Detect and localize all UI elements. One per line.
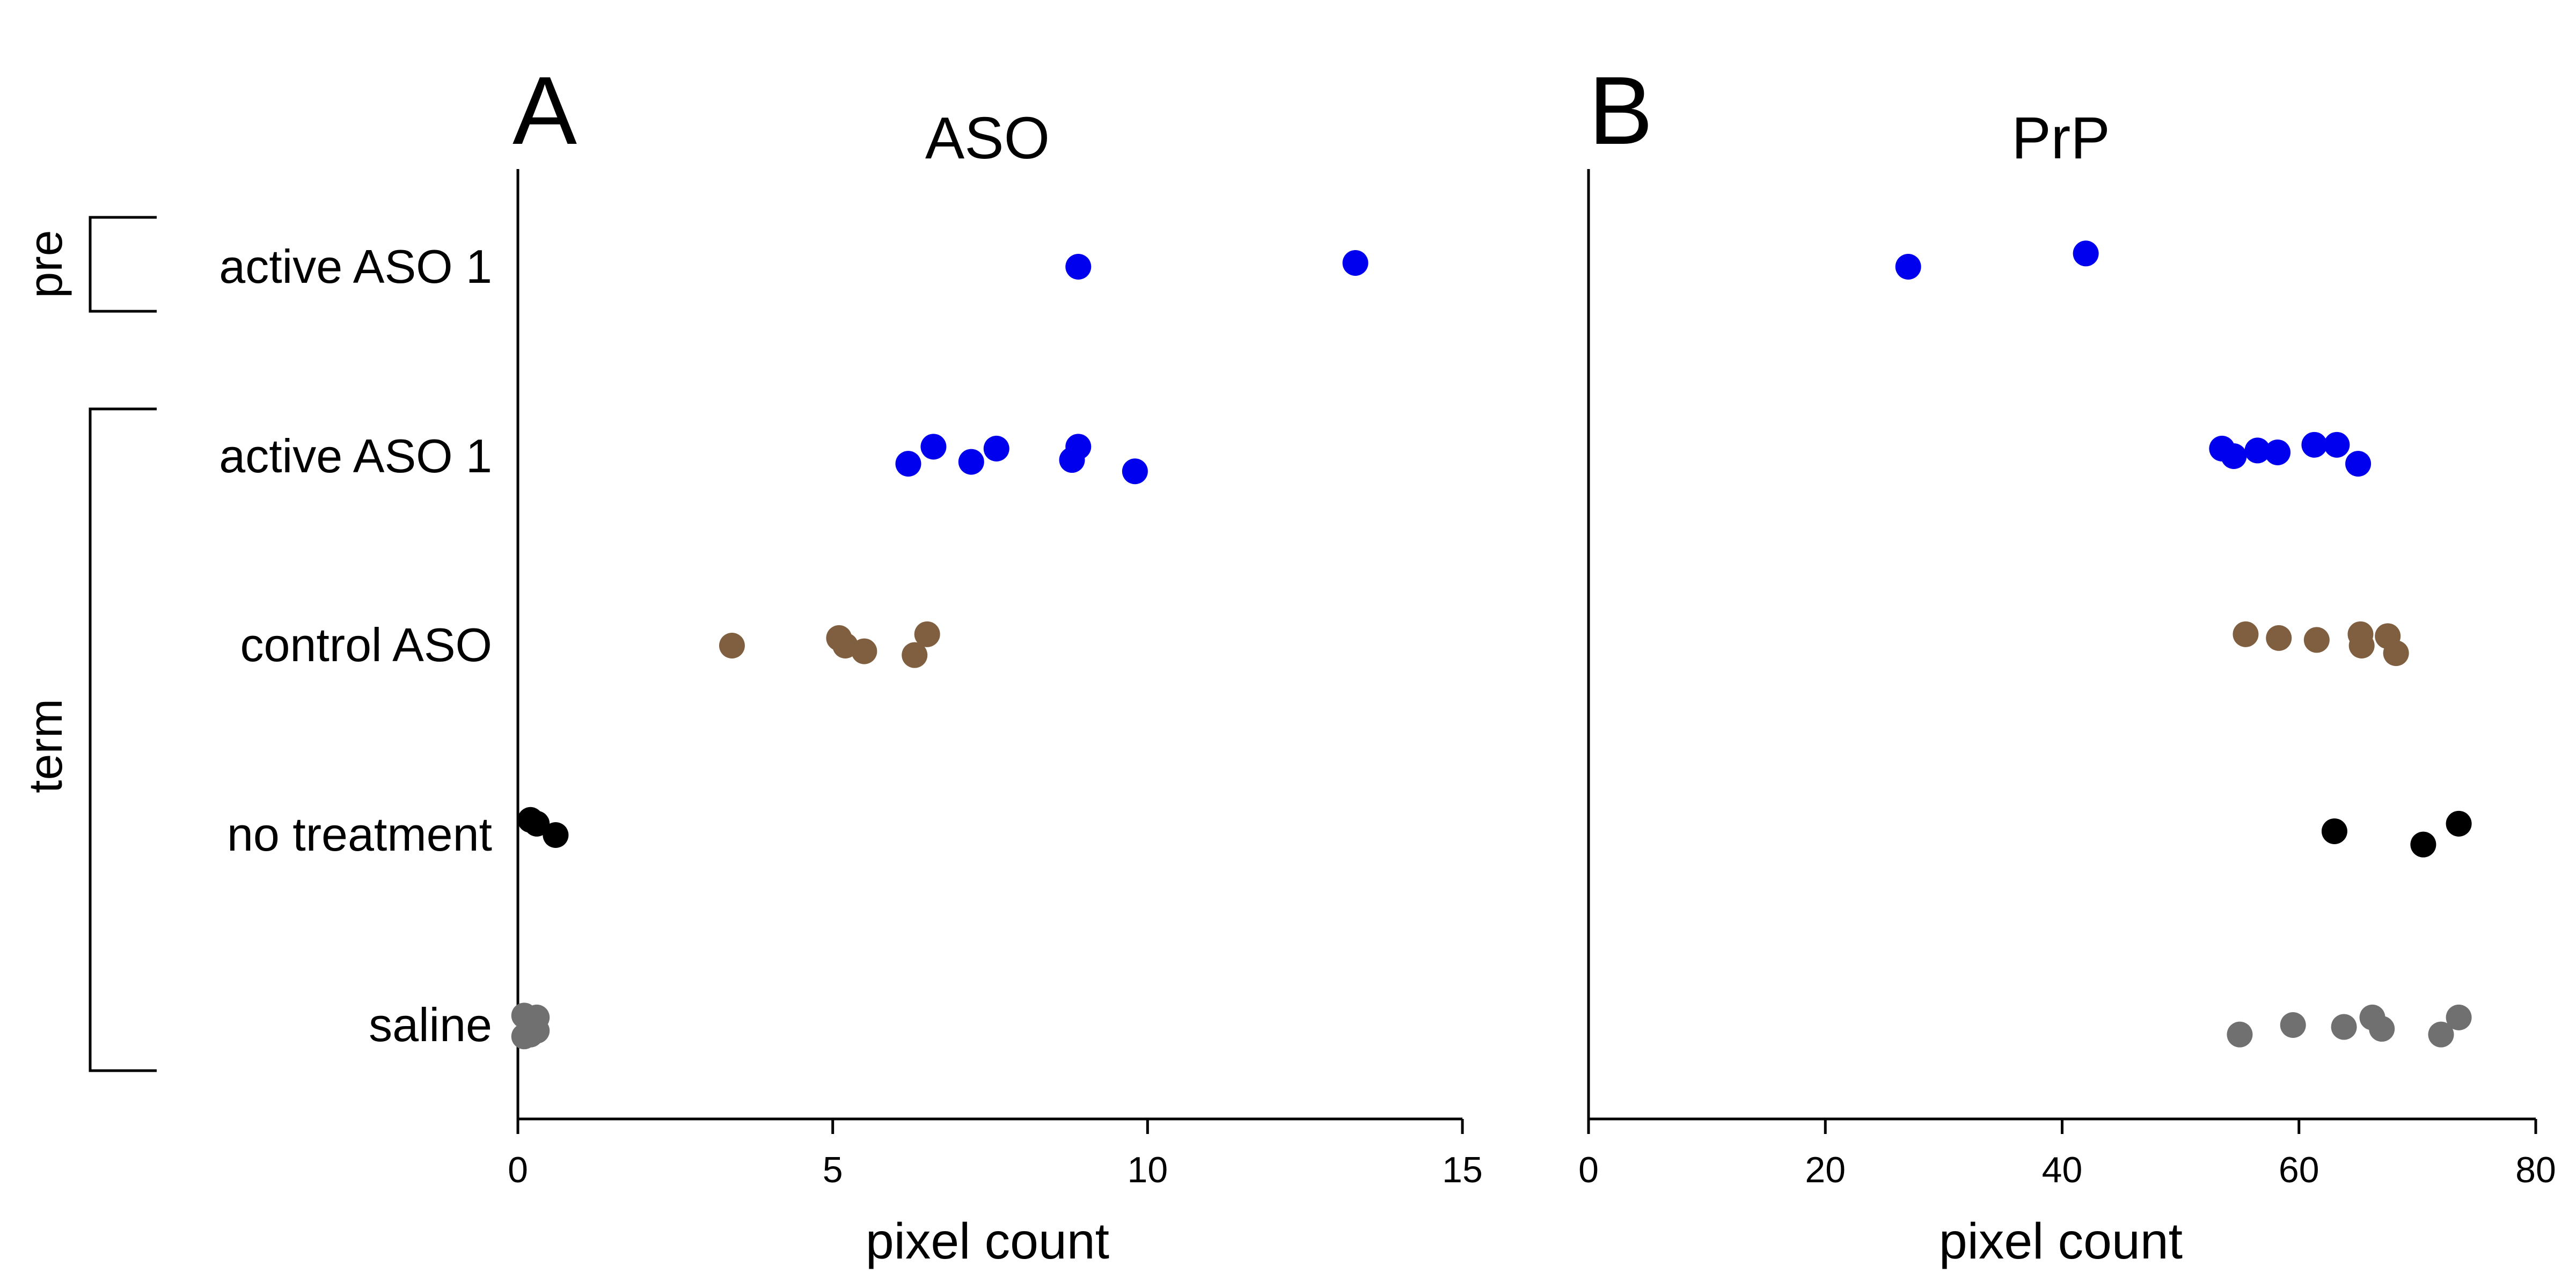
panel-b-point-row2-6 xyxy=(2383,640,2409,667)
group-bracket-term xyxy=(89,407,157,1072)
category-label-term-active-aso-1: active ASO 1 xyxy=(219,429,492,482)
panel-a-ticks: 0 5 10 15 xyxy=(508,1119,1483,1190)
panel-b-point-row4-1 xyxy=(2280,1012,2306,1038)
panel-a-point-row3-2 xyxy=(543,822,569,848)
panel-b-point-row4-4 xyxy=(2369,1016,2395,1042)
panel-b-point-row3-2 xyxy=(2446,810,2472,837)
panel-a-x-tick-label-1: 5 xyxy=(823,1150,843,1190)
category-label-saline: saline xyxy=(369,998,492,1051)
panel-a-x-tick-label-0: 0 xyxy=(508,1150,528,1190)
panel-b-point-row3-1 xyxy=(2410,831,2436,858)
panel-b-point-row4-5 xyxy=(2428,1021,2454,1048)
group-label-pre: pre xyxy=(19,230,72,298)
panel-b-ticks: 0 20 40 60 80 xyxy=(1578,1119,2556,1190)
panel-b-point-row2-2 xyxy=(2303,627,2330,653)
panel-b-x-tick-label-2: 40 xyxy=(2042,1150,2083,1190)
panel-a-point-row2-3 xyxy=(851,638,877,664)
panel-a-point-row0-0 xyxy=(1065,254,1092,280)
panel-a-letter: A xyxy=(513,57,577,165)
panel-a-x-axis-label: pixel count xyxy=(866,1213,1109,1270)
panel-b-points xyxy=(1895,240,2472,1048)
panel-a-point-row1-3 xyxy=(983,435,1009,462)
panel-b-point-row4-2 xyxy=(2331,1014,2357,1040)
panel-b-point-row2-0 xyxy=(2233,621,2259,647)
panel-a-points xyxy=(511,250,1368,1050)
panel-a: A ASO 0 5 10 15 pixel count xyxy=(508,57,1483,1270)
panel-b-point-row1-4 xyxy=(2301,431,2328,458)
panel-b-title: PrP xyxy=(2011,105,2110,171)
panel-a-x-tick-label-2: 10 xyxy=(1128,1150,1168,1190)
panel-b-x-tick-label-1: 20 xyxy=(1805,1150,1846,1190)
panel-a-point-row2-5 xyxy=(914,621,940,647)
panel-b-x-axis-label: pixel count xyxy=(1939,1213,2183,1270)
panel-a-point-row1-6 xyxy=(1122,458,1148,485)
panel-b-letter: B xyxy=(1589,57,1653,165)
panel-b-point-row4-6 xyxy=(2446,1004,2472,1030)
panel-b-point-row4-0 xyxy=(2227,1021,2253,1048)
panel-b-point-row0-0 xyxy=(1895,254,1921,280)
panel-b-point-row2-4 xyxy=(2348,633,2375,658)
panel-a-point-row4-5 xyxy=(524,1004,550,1030)
panel-b-point-row1-5 xyxy=(2324,431,2350,458)
group-label-term: term xyxy=(19,699,72,793)
panel-b-point-row0-1 xyxy=(2073,240,2099,267)
group-bracket-pre xyxy=(89,216,157,313)
panel-b-x-tick-label-4: 80 xyxy=(2515,1150,2556,1190)
panel-a-point-row0-1 xyxy=(1342,250,1368,276)
panel-b-point-row1-2 xyxy=(2244,437,2271,464)
panel-a-point-row1-0 xyxy=(895,451,921,477)
panel-b-x-tick-label-0: 0 xyxy=(1578,1150,1599,1190)
panel-a-point-row1-2 xyxy=(958,449,984,475)
panel-b-point-row1-1 xyxy=(2221,443,2247,469)
category-label-pre-active-aso-1: active ASO 1 xyxy=(219,240,492,293)
panel-b-point-row2-1 xyxy=(2266,625,2292,651)
panel-a-point-row2-0 xyxy=(719,633,745,658)
panel-b-point-row1-6 xyxy=(2345,451,2372,477)
panel-a-point-row2-4 xyxy=(902,642,928,668)
panel-b-point-row1-3 xyxy=(2265,439,2291,465)
panel-a-point-row3-1 xyxy=(524,810,550,837)
panel-a-title: ASO xyxy=(925,105,1050,171)
panel-b-point-row3-0 xyxy=(2321,818,2347,844)
category-label-control-aso: control ASO xyxy=(240,618,492,671)
panel-a-point-row1-1 xyxy=(920,434,947,460)
panel-b-x-tick-label-3: 60 xyxy=(2279,1150,2319,1190)
panel-a-x-tick-label-3: 15 xyxy=(1442,1150,1483,1190)
panel-a-point-row1-5 xyxy=(1065,434,1092,460)
category-label-no-treatment: no treatment xyxy=(227,808,492,861)
panel-b: B PrP 0 20 40 60 80 pixel count xyxy=(1578,57,2556,1270)
